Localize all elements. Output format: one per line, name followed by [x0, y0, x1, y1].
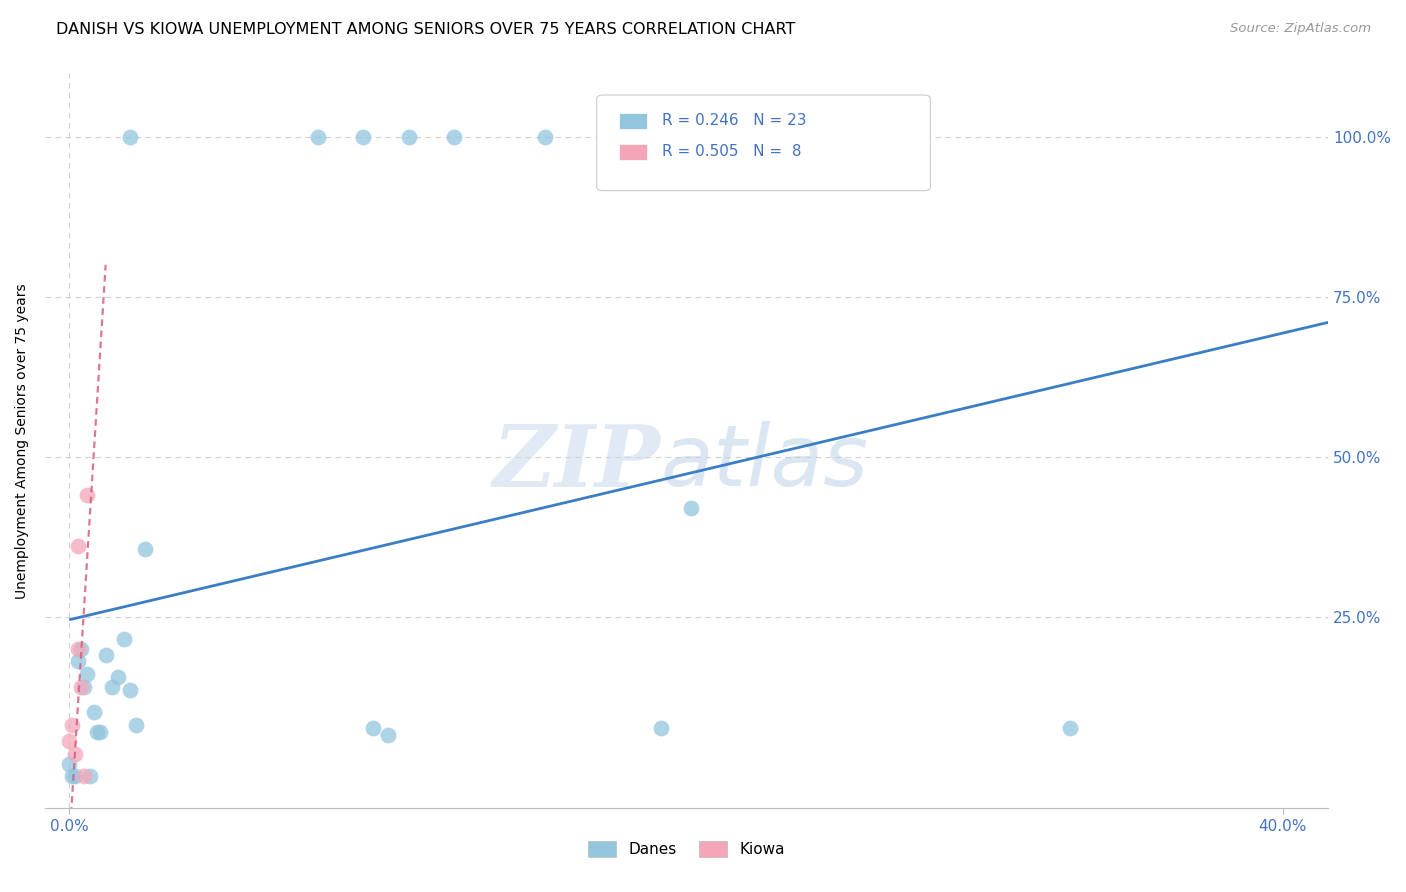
Point [377, 728, 399, 742]
Point [67, 654, 90, 668]
Text: R = 0.505   N =  8: R = 0.505 N = 8 [662, 145, 801, 159]
Point [76, 488, 98, 502]
Text: atlas: atlas [661, 421, 869, 504]
Point [65, 769, 87, 783]
Point [58, 756, 80, 771]
Point [100, 680, 122, 694]
Point [118, 130, 141, 145]
Point [681, 500, 703, 515]
Point [353, 130, 375, 145]
Text: DANISH VS KIOWA UNEMPLOYMENT AMONG SENIORS OVER 75 YEARS CORRELATION CHART: DANISH VS KIOWA UNEMPLOYMENT AMONG SENIO… [56, 22, 796, 37]
Point [70, 641, 93, 656]
Text: ZIP: ZIP [494, 421, 661, 505]
Point [67, 539, 90, 553]
Point [58, 734, 80, 748]
Point [118, 683, 141, 698]
Point [94, 648, 117, 662]
Point [107, 670, 129, 684]
Point [67, 641, 90, 656]
Text: R = 0.246   N = 23: R = 0.246 N = 23 [662, 113, 807, 128]
Point [307, 130, 329, 145]
FancyBboxPatch shape [596, 95, 931, 191]
Y-axis label: Unemployment Among Seniors over 75 years: Unemployment Among Seniors over 75 years [15, 283, 30, 599]
Point [60, 718, 83, 732]
Point [86, 724, 108, 739]
Point [73, 680, 96, 694]
Point [125, 718, 148, 732]
Point [650, 722, 672, 736]
Point [112, 632, 135, 646]
Bar [619, 112, 647, 128]
Point [83, 706, 105, 720]
Point [443, 130, 465, 145]
Point [361, 722, 384, 736]
Point [76, 667, 98, 681]
Point [89, 724, 111, 739]
Text: Source: ZipAtlas.com: Source: ZipAtlas.com [1230, 22, 1371, 36]
Bar [619, 144, 647, 160]
Legend: Danes, Kiowa: Danes, Kiowa [582, 835, 790, 863]
Point [534, 130, 557, 145]
Point [398, 130, 420, 145]
Point [1059, 722, 1081, 736]
Point [60, 769, 83, 783]
Point [70, 680, 93, 694]
Point [134, 542, 156, 557]
Point [73, 769, 96, 783]
Point [65, 747, 87, 761]
Point [79, 769, 101, 783]
